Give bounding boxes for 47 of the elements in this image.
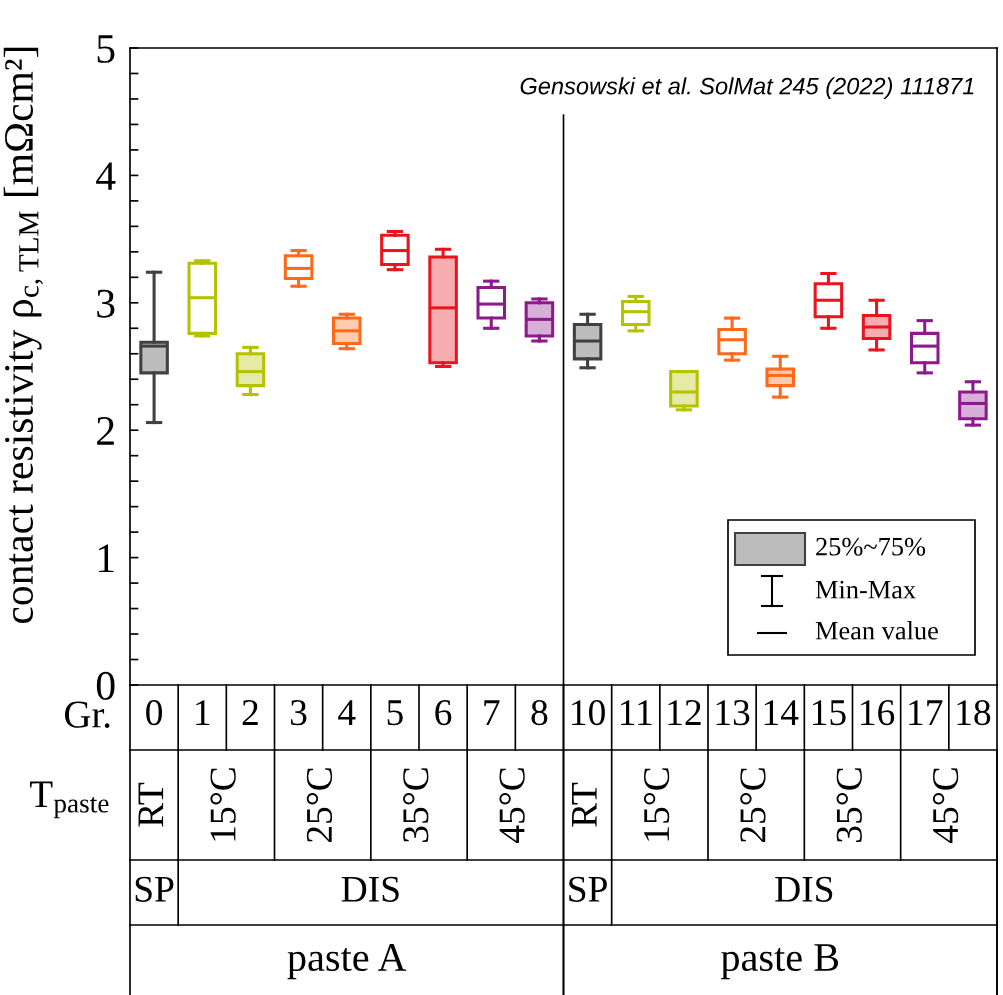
x-tick-label: 18 bbox=[957, 699, 991, 726]
text: SP bbox=[569, 876, 607, 902]
x-tick-label: 2 bbox=[242, 700, 258, 725]
x-tick-label: 14 bbox=[764, 700, 799, 725]
y-axis-title: contact resistivity ρ$_{c,TLM}$ [mΩcm²] bbox=[3, 47, 43, 624]
text: 45°C bbox=[932, 768, 959, 844]
annotation: Gensowski et al. SolMat 245 (2022) 111871 bbox=[520, 77, 974, 100]
x-tick-label: 15 bbox=[812, 700, 846, 726]
y-tick-label: 2 bbox=[97, 417, 114, 445]
x-tick-label: 13 bbox=[716, 700, 750, 726]
y-tick-label: 3 bbox=[97, 289, 115, 318]
x-tick-label: 5 bbox=[387, 700, 403, 726]
x-tick-label: 12 bbox=[668, 700, 701, 725]
x-tick-label: 4 bbox=[338, 700, 356, 725]
x-tick-label: 6 bbox=[435, 700, 452, 726]
text: 35°C bbox=[403, 768, 429, 842]
x-tick-label: 16 bbox=[861, 700, 895, 726]
text: DIS bbox=[775, 876, 833, 902]
x-tick-label: 17 bbox=[909, 700, 943, 725]
x-tick-label: 8 bbox=[531, 699, 548, 726]
text: 25°C bbox=[306, 768, 333, 843]
text: 25°C bbox=[740, 768, 766, 843]
x-tick-label: 0 bbox=[146, 699, 163, 726]
text: RT bbox=[572, 782, 597, 827]
text: paste B bbox=[721, 944, 839, 980]
annotation: Min-Max bbox=[815, 580, 916, 599]
y-tick-label: 4 bbox=[96, 162, 116, 190]
text: SP bbox=[135, 876, 174, 902]
x-tick-label: 10 bbox=[572, 699, 605, 726]
y-tick-label: 5 bbox=[97, 35, 115, 63]
text: Gr. bbox=[64, 701, 110, 728]
text: paste A bbox=[287, 944, 407, 980]
y-tick-label: 1 bbox=[98, 544, 114, 573]
x-tick-label: 3 bbox=[291, 700, 307, 726]
text: RT bbox=[138, 782, 164, 827]
text: 45°C bbox=[499, 768, 525, 844]
text: 15°C bbox=[643, 768, 670, 841]
y-tick-label: 0 bbox=[96, 671, 115, 700]
x-tick-label: 7 bbox=[484, 700, 500, 725]
annotation: 25%~75% bbox=[816, 537, 926, 556]
text: 35°C bbox=[836, 768, 862, 842]
text: DIS bbox=[341, 876, 399, 902]
annotation: Mean value bbox=[815, 621, 938, 640]
x-tick-label: 11 bbox=[621, 700, 652, 725]
text: T$_{paste}$ bbox=[30, 781, 109, 819]
text: 15°C bbox=[210, 768, 236, 841]
x-tick-label: 1 bbox=[196, 700, 210, 725]
